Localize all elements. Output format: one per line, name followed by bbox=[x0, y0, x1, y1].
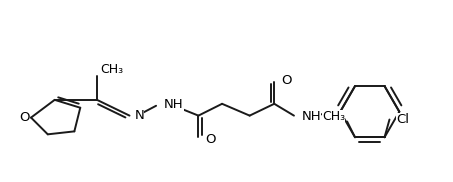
Text: O: O bbox=[281, 74, 292, 87]
Text: O: O bbox=[205, 133, 216, 146]
Text: NH: NH bbox=[302, 110, 322, 123]
Text: CH₃: CH₃ bbox=[322, 110, 345, 123]
Text: NH: NH bbox=[164, 98, 183, 111]
Text: Cl: Cl bbox=[396, 113, 410, 126]
Text: CH₃: CH₃ bbox=[100, 63, 123, 76]
Text: N: N bbox=[135, 109, 144, 122]
Text: O: O bbox=[19, 111, 29, 124]
